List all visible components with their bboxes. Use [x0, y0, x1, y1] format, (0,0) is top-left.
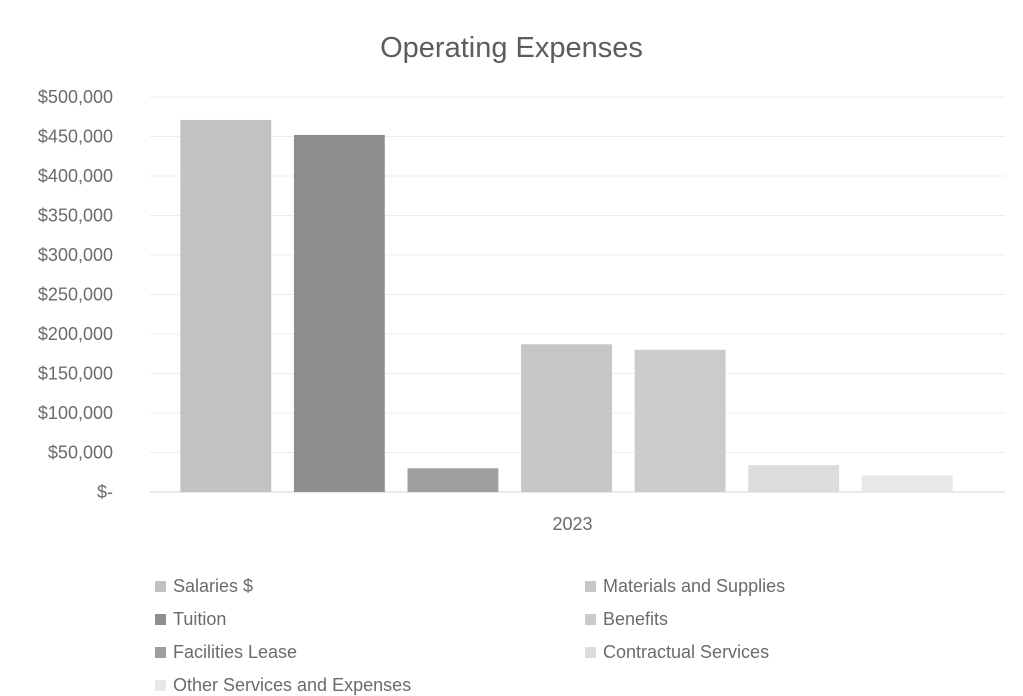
legend-label: Facilities Lease [173, 641, 298, 662]
legend-swatch [155, 679, 166, 691]
bar [293, 134, 385, 493]
legend-item-contractual-services: Contractual Services [585, 640, 875, 664]
bar [521, 344, 612, 492]
legend-item-materials-and-supplies: Materials and Supplies [585, 574, 875, 598]
legend-swatch [155, 580, 166, 592]
y-tick-label: $400,000 [38, 166, 113, 186]
y-tick-label: $150,000 [38, 364, 113, 384]
chart-title: Operating Expenses [380, 32, 643, 64]
y-tick-label: $- [97, 482, 113, 502]
legend-label: Benefits [603, 608, 669, 629]
legend-label: Other Services and Expenses [173, 674, 412, 695]
legend-label: Tuition [173, 608, 227, 629]
y-tick-label: $500,000 [38, 87, 113, 107]
y-tick-label: $100,000 [38, 403, 113, 423]
y-tick-label: $50,000 [48, 443, 113, 463]
legend-item-salaries: Salaries $ [155, 574, 585, 598]
legend-swatch [155, 613, 166, 625]
legend-item-tuition: Tuition [155, 607, 585, 631]
bar [180, 119, 272, 492]
legend-swatch [585, 580, 596, 592]
y-tick-label: $450,000 [38, 127, 113, 147]
legend-label: Materials and Supplies [603, 575, 786, 596]
legend-label: Salaries $ [173, 575, 254, 596]
y-tick-label: $300,000 [38, 245, 113, 265]
bar [407, 468, 499, 492]
legend-swatch [585, 613, 596, 625]
legend-item-other-services-and-expenses: Other Services and Expenses [155, 673, 585, 696]
y-tick-label: $250,000 [38, 285, 113, 305]
bar [861, 475, 953, 492]
legend-item-benefits: Benefits [585, 607, 875, 631]
y-tick-label: $200,000 [38, 324, 113, 344]
legend-item-facilities-lease: Facilities Lease [155, 640, 585, 664]
legend-swatch [155, 646, 166, 658]
bar [634, 349, 726, 492]
chart-plot-area: $- $50,000 $100,000 $150,000 $200,000 $250,00… [38, 87, 1005, 534]
legend: Salaries $ Materials and Supplies Tuitio… [155, 574, 875, 696]
legend-label: Contractual Services [603, 641, 770, 662]
x-category-label: 2023 [552, 514, 592, 534]
bar [748, 465, 840, 492]
y-tick-label: $350,000 [38, 206, 113, 226]
legend-swatch [585, 646, 596, 658]
